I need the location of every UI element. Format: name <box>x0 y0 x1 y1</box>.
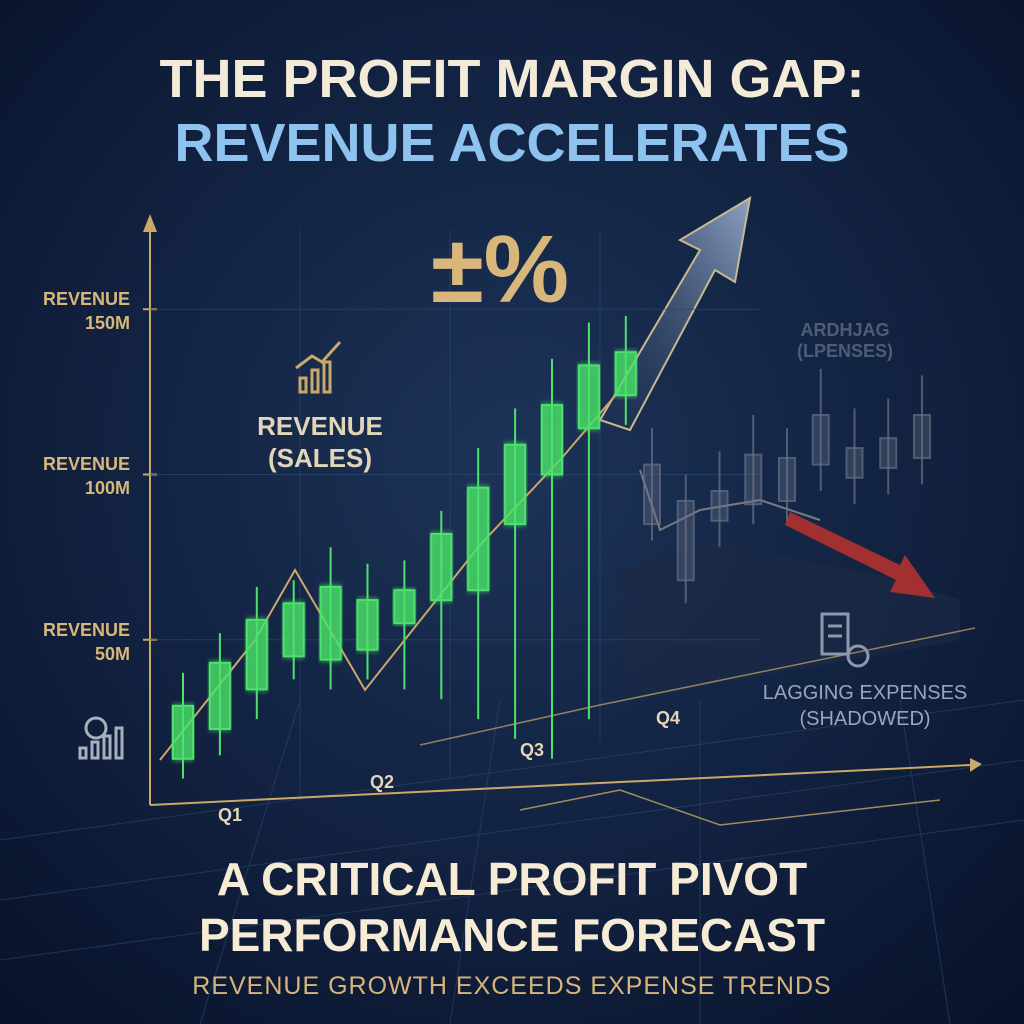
quarter-label: Q1 <box>217 805 242 825</box>
candle-body <box>245 618 268 691</box>
candle-body <box>504 443 527 526</box>
x-axis-arrow <box>970 758 982 772</box>
receipt-icon <box>820 612 870 668</box>
candle-body <box>282 602 305 658</box>
candle-body <box>208 661 231 730</box>
legend-revenue: REVENUE (SALES) <box>257 411 383 473</box>
candle-body <box>541 404 563 476</box>
candle-body <box>467 486 490 592</box>
quarter-label: Q2 <box>369 772 394 792</box>
candle-body <box>430 532 453 602</box>
headline-2: PERFORMANCE FORECAST <box>198 909 826 961</box>
headline-1: A CRITICAL PROFIT PIVOT <box>216 853 808 905</box>
candle-body <box>879 437 898 469</box>
candle-body <box>393 589 416 625</box>
tagline: REVENUE GROWTH EXCEEDS EXPENSE TRENDS <box>192 972 832 1000</box>
candle-body <box>811 414 830 466</box>
floor-line <box>519 789 941 826</box>
candle-body <box>614 351 637 397</box>
expense-shadow <box>620 540 960 700</box>
subtitle: REVENUE ACCELERATES <box>174 113 850 173</box>
y-tick-label: REVENUE 150M <box>42 289 130 334</box>
growth-arrow <box>598 196 752 432</box>
revenue-icon <box>295 340 342 394</box>
candle-body <box>676 499 695 582</box>
candle-body <box>845 447 864 479</box>
perspective-grid <box>0 230 1024 1024</box>
y-tick-label: REVENUE 50M <box>42 619 130 664</box>
y-tick-label: REVENUE 100M <box>42 454 130 499</box>
candle-body <box>710 490 729 522</box>
candle-body <box>744 453 763 506</box>
x-axis <box>149 764 971 806</box>
decline-arrow <box>785 512 935 598</box>
candle-body <box>913 414 931 459</box>
depth-axis <box>419 627 976 746</box>
expense-trend <box>639 469 821 532</box>
candle-body <box>319 585 342 661</box>
quarter-label: Q3 <box>519 740 544 760</box>
candle-body <box>577 364 600 430</box>
quarter-label: Q4 <box>655 708 680 728</box>
candle-body <box>172 704 194 760</box>
title: THE PROFIT MARGIN GAP: <box>159 49 865 109</box>
legend-expenses: LAGGING EXPENSES (SHADOWED) <box>762 682 968 730</box>
y-axis-arrow <box>143 214 157 232</box>
dollar-growth-icon <box>78 716 124 760</box>
annotation: ±% <box>430 216 570 323</box>
candle-body <box>643 463 661 526</box>
faded-label: ARDHJAG (LPENSES) <box>796 320 893 361</box>
candle-body <box>356 599 379 651</box>
candle-body <box>778 456 796 502</box>
